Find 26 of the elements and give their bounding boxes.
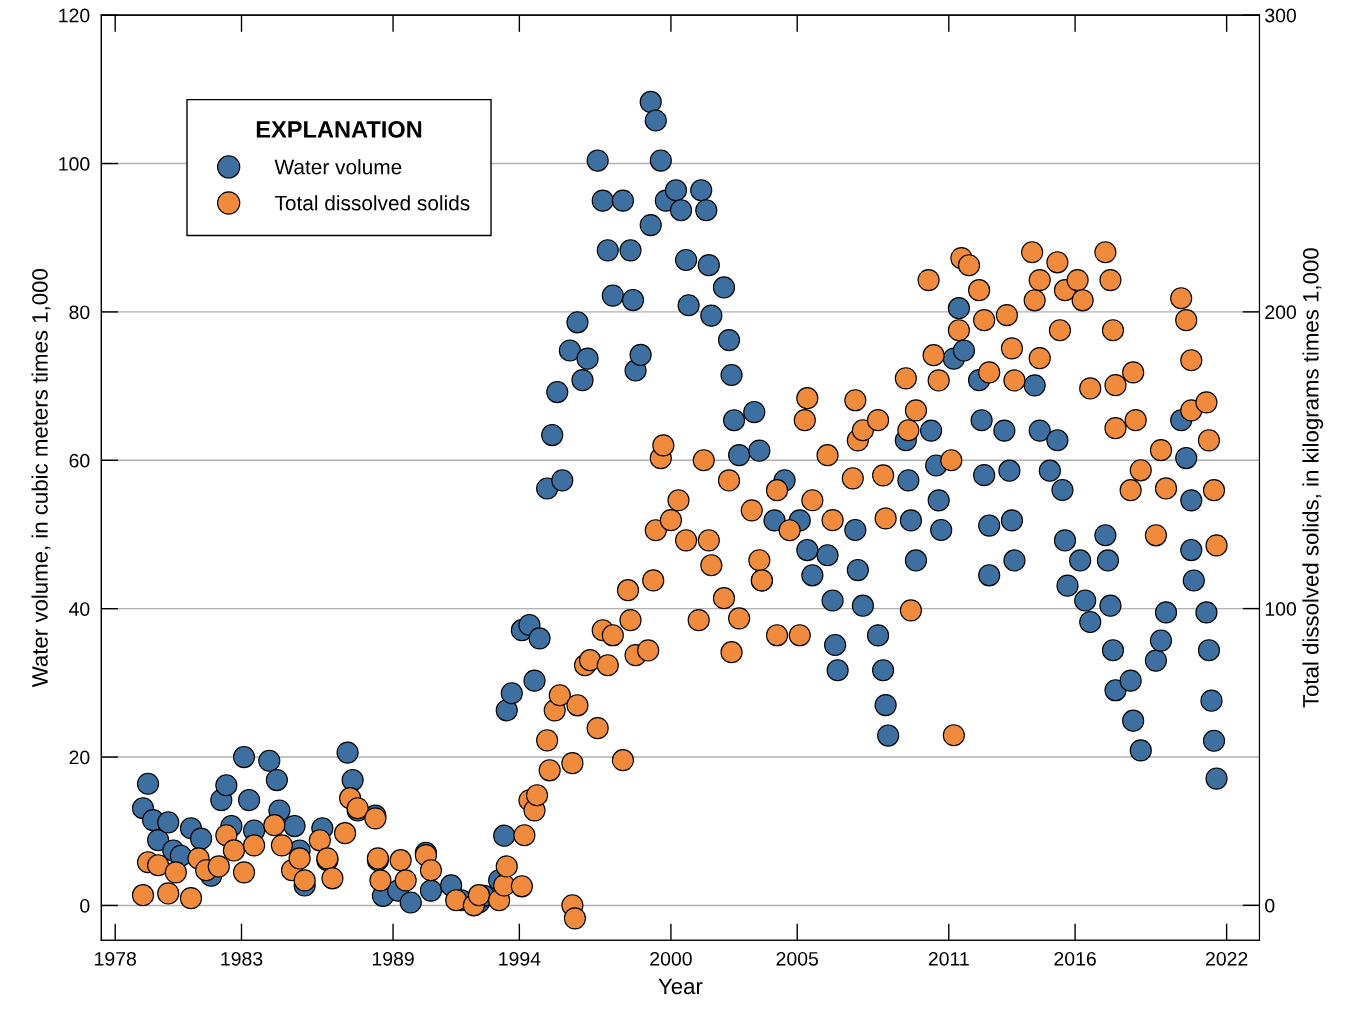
y2-tick-label: 100 (1265, 602, 1297, 616)
y-tick-label: 0 (80, 898, 90, 913)
y-tick-label: 80 (69, 305, 90, 320)
legend-label: Total dissolved solids (274, 195, 470, 211)
y-axis-title: Water volume, in cubic meters times 1,000 (31, 269, 51, 688)
y2-tick-label: 0 (1265, 898, 1275, 913)
x-tick-label: 2016 (1054, 951, 1096, 966)
y-tick-label: 20 (69, 750, 90, 765)
y-tick-label: 120 (59, 8, 90, 23)
x-tick-label: 1989 (372, 951, 414, 966)
legend-label: Water volume (274, 159, 402, 175)
legend-title: EXPLANATION (256, 121, 422, 138)
x-tick-label: 2011 (928, 951, 969, 966)
y2-tick-label: 300 (1265, 8, 1297, 23)
x-tick-label: 1978 (95, 951, 136, 966)
x-tick-label: 2022 (1205, 951, 1248, 966)
x-tick-label: 1983 (221, 951, 263, 966)
y2-axis-title: Total dissolved solids, in kilograms times 1,000 (1302, 248, 1324, 708)
y-tick-label: 100 (59, 157, 90, 171)
x-tick-label: 2005 (776, 951, 819, 966)
y-tick-label: 60 (69, 453, 90, 468)
x-tick-label: 2000 (650, 951, 692, 966)
y-tick-label: 40 (69, 602, 90, 616)
x-axis-title: Year (658, 978, 703, 995)
y2-tick-label: 200 (1265, 305, 1297, 320)
x-tick-label: 1994 (499, 951, 541, 966)
